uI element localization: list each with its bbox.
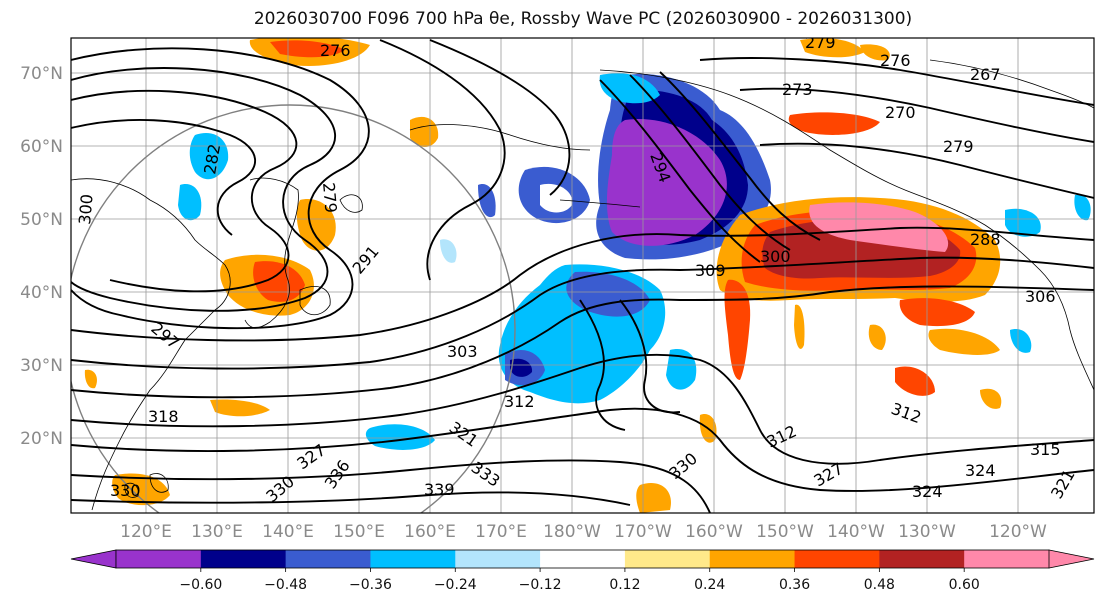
lon-label: 140°W (827, 522, 885, 542)
colorbar-segment (116, 550, 202, 568)
contour-label: 267 (970, 65, 1001, 84)
lon-label: 150°E (333, 522, 385, 542)
contour-label: 270 (885, 103, 916, 122)
contour-label: 312 (504, 392, 535, 411)
colorbar-segment (709, 550, 796, 568)
lon-label: 170°E (475, 522, 527, 542)
contour-label: 339 (424, 480, 455, 499)
colorbar-tick-label: 0.60 (948, 577, 980, 593)
colorbar-segment (370, 550, 456, 568)
colorbar-segment (624, 550, 711, 568)
lon-label: 180°W (543, 522, 601, 542)
colorbar-segment (964, 550, 1050, 568)
contour-label: 276 (320, 41, 351, 60)
latitude-labels: 70°N 60°N 50°N 40°N 30°N 20°N (20, 64, 63, 449)
contour-label: 300 (760, 247, 791, 266)
lon-label: 120°E (120, 522, 172, 542)
contour-label: 276 (880, 51, 911, 70)
region-circle (71, 104, 516, 513)
lon-label: 160°W (685, 522, 743, 542)
contour-label: 279 (319, 182, 341, 214)
colorbar-tick-label: −0.36 (349, 577, 392, 593)
colorbar (70, 549, 1095, 572)
map-panel: 276 279 276 267 273 270 279 282 279 300 … (71, 33, 1094, 513)
map-title: 2026030700 F096 700 hPa θe, Rossby Wave … (253, 9, 913, 29)
contour-label: 279 (805, 33, 836, 52)
colorbar-segment (794, 550, 880, 568)
colorbar-tick-label: 0.48 (863, 577, 895, 593)
lon-label: 130°W (898, 522, 956, 542)
contour-label: 303 (447, 342, 478, 361)
colorbar-tick-label: 0.12 (609, 577, 641, 593)
contour-label: 330 (110, 481, 141, 500)
colorbar-tick-label: −0.12 (518, 577, 562, 593)
coastlines (71, 59, 1094, 511)
lon-label: 140°E (262, 522, 314, 542)
contour-label: 300 (75, 193, 97, 225)
contour-label: 315 (1030, 440, 1061, 459)
lon-label: 130°E (191, 522, 243, 542)
contour-label: 324 (912, 482, 943, 501)
lat-label: 30°N (20, 356, 63, 376)
colorbar-segment (200, 550, 287, 568)
lat-label: 50°N (20, 210, 63, 230)
lat-label: 40°N (20, 283, 63, 303)
contour-label: 324 (965, 461, 996, 480)
colorbar-segment (455, 550, 541, 568)
colorbar-tick-label: −0.24 (433, 577, 477, 593)
longitude-labels: 120°E 130°E 140°E 150°E 160°E 170°E 180°… (120, 522, 1047, 542)
lon-label: 120°W (989, 522, 1047, 542)
lat-label: 60°N (20, 137, 63, 157)
contour-label: 288 (970, 230, 1001, 249)
theta-e-contours (71, 39, 1094, 513)
contour-label: 279 (943, 137, 974, 156)
lat-label: 20°N (20, 429, 63, 449)
lon-label: 160°E (404, 522, 456, 542)
colorbar-tick-label: 0.36 (778, 577, 811, 593)
colorbar-extend-high (1048, 549, 1095, 569)
colorbar-extend-low (70, 549, 117, 569)
contour-label: 318 (148, 407, 179, 426)
contour-label: 309 (695, 261, 726, 280)
contour-label: 273 (782, 80, 813, 99)
lat-label: 70°N (20, 64, 63, 84)
lon-label: 170°W (614, 522, 672, 542)
colorbar-segment (540, 550, 626, 568)
colorbar-segment (285, 550, 371, 568)
contour-label: 306 (1025, 287, 1056, 306)
colorbar-tick-label: 0.24 (694, 577, 726, 593)
colorbar-frame (115, 549, 1050, 569)
colorbar-segment (879, 550, 965, 568)
colorbar-tick-label: −0.60 (179, 577, 223, 593)
lon-label: 150°W (756, 522, 814, 542)
map-frame (70, 37, 1095, 514)
colorbar-tick-label: −0.48 (264, 577, 308, 593)
